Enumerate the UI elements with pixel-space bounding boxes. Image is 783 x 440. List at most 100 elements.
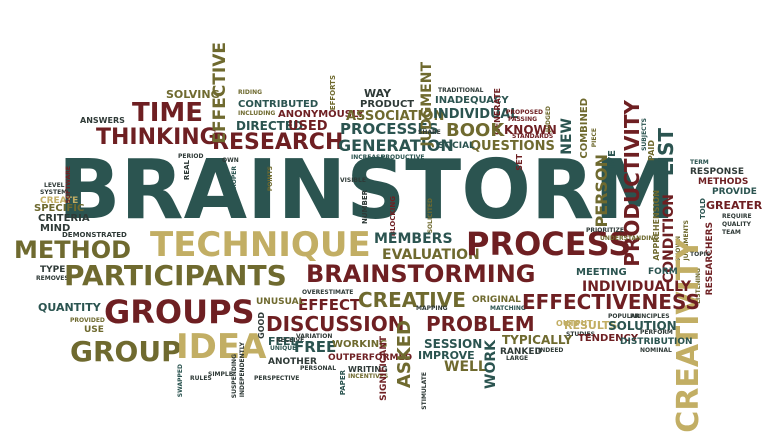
word-number: NUMBER bbox=[361, 190, 369, 225]
word-brainstorming: BRAINSTORMING bbox=[306, 260, 536, 288]
word-nominal: NOMINAL bbox=[640, 347, 672, 354]
word-collective: COLLECTIVE bbox=[607, 150, 618, 218]
word-working: WORKING bbox=[332, 339, 388, 350]
word-association: ASSOCIATION bbox=[346, 109, 445, 124]
word-original: ORIGINAL bbox=[472, 295, 521, 305]
word-rules: RULES bbox=[190, 375, 212, 382]
word-efforts: EFFORTS bbox=[329, 75, 337, 111]
word-swapped: SWAPPED bbox=[177, 364, 184, 398]
word-research: RESEARCH bbox=[212, 130, 344, 155]
word-receive: RECEIVE bbox=[276, 337, 305, 344]
word-writing: WRITING bbox=[348, 365, 388, 374]
word-generation: GENERATION bbox=[338, 136, 454, 155]
word-effective: EFFECTIVE bbox=[210, 42, 230, 144]
word-contributed: CONTRIBUTED bbox=[238, 99, 319, 110]
word-visible: VISIBLE bbox=[340, 177, 366, 184]
word-real: REAL bbox=[183, 160, 191, 181]
word-way: WAY bbox=[364, 87, 392, 100]
word-use: USE bbox=[84, 325, 104, 335]
word-participants: PARTICIPANTS bbox=[64, 259, 287, 292]
word-used: USED bbox=[288, 119, 328, 134]
word-creative: CREATIVE bbox=[358, 288, 466, 312]
word-improve: IMPROVE bbox=[418, 349, 475, 362]
word-solving: SOLVING bbox=[166, 88, 220, 101]
word-asked: ASKED bbox=[394, 320, 415, 389]
word-traditional: TRADITIONAL bbox=[438, 87, 484, 94]
word-effectiveness: EFFECTIVENESS bbox=[522, 290, 700, 314]
word-overestimate: OVERESTIMATE bbox=[302, 289, 354, 296]
word-processes: PROCESSES bbox=[340, 120, 439, 138]
word-period: PERIOD bbox=[178, 153, 204, 160]
word-points: POINTS bbox=[267, 166, 274, 192]
word-time: TIME bbox=[132, 98, 204, 128]
word-solicited: SOLICITED bbox=[427, 198, 434, 234]
word-evaluation: EVALUATION bbox=[382, 247, 480, 263]
word-criteria: CRITERIA bbox=[38, 213, 90, 224]
word-output: OUTPUT bbox=[556, 319, 593, 328]
word-outperformed: OUTPERFORMED bbox=[328, 353, 413, 363]
word-incentives: INCENTIVES bbox=[348, 373, 389, 380]
word-unusual: UNUSUAL bbox=[256, 297, 305, 307]
word-require: REQUIRE bbox=[722, 213, 752, 220]
word-directed: DIRECTED bbox=[236, 119, 304, 133]
word-create: CREATE bbox=[40, 196, 79, 206]
word-indeed: INDEED bbox=[538, 347, 564, 354]
word-personal: PERSONAL bbox=[300, 365, 337, 372]
word-idea: IDEA bbox=[176, 327, 267, 367]
word-significant: SIGNIFICANT bbox=[379, 336, 389, 401]
word-session: SESSION bbox=[424, 337, 483, 351]
word-well: WELL bbox=[444, 359, 487, 375]
word-questions: QUESTIONS bbox=[470, 139, 555, 154]
word-free: FREE bbox=[294, 338, 337, 356]
word-level: LEVEL bbox=[44, 182, 65, 189]
word-system: SYSTEM bbox=[40, 189, 68, 196]
word-creativity: CREATIVITY bbox=[671, 238, 706, 433]
word-provide: PROVIDE bbox=[712, 187, 757, 197]
word-process: PROCESS bbox=[466, 225, 632, 263]
word-ranked: RANKED bbox=[500, 347, 543, 357]
word-quality: QUALITY bbox=[722, 221, 751, 228]
word-suspending: SUSPENDING bbox=[231, 354, 238, 399]
word-unique: UNIQUE bbox=[270, 345, 297, 352]
word-share: SHARE bbox=[418, 129, 441, 136]
word-another: ANOTHER bbox=[268, 357, 317, 367]
word-perform: PERFORM bbox=[640, 329, 673, 336]
word-studies: STUDIES bbox=[566, 331, 595, 338]
word-mapping: MAPPING bbox=[416, 305, 448, 312]
word-own: OWN bbox=[222, 157, 239, 164]
word-matching: MATCHING bbox=[490, 305, 526, 312]
word-perspective: PERSPECTIVE bbox=[254, 375, 300, 382]
word-typically: TYPICALLY bbox=[502, 333, 573, 347]
word-anonymously: ANONYMOUSLY bbox=[278, 109, 365, 120]
word-inadequacy: INADEQUACY bbox=[435, 95, 509, 106]
word-prioritize: PRIORITIZE bbox=[586, 227, 624, 234]
word-demonstrated: DEMONSTRATED bbox=[62, 231, 127, 239]
word-members: MEMBERS bbox=[374, 231, 453, 247]
word-book: BOOK bbox=[446, 120, 505, 141]
word-popular: POPULAR bbox=[608, 313, 640, 320]
word-mind: MIND bbox=[40, 223, 71, 234]
word-understanding: UNDERSTANDING bbox=[600, 235, 659, 242]
word-form: FORM bbox=[648, 267, 678, 277]
word-discussion: DISCUSSION bbox=[266, 312, 405, 336]
word-methods: METHODS bbox=[698, 177, 749, 187]
word-topic: TOPIC bbox=[690, 251, 711, 258]
word-response: RESPONSE bbox=[690, 167, 744, 177]
word-thinking: THINKING bbox=[96, 125, 218, 150]
word-distribution: DISTRIBUTION bbox=[620, 337, 693, 347]
word-paid: PAID bbox=[647, 140, 656, 161]
word-independently: INDEPENDENTLY bbox=[239, 342, 246, 398]
word-judged: JUDGED bbox=[545, 106, 552, 133]
word-apprehension: APPREHENSION bbox=[652, 190, 661, 261]
word-including: INCLUDING bbox=[238, 110, 276, 117]
word-removes: REMOVES bbox=[36, 275, 69, 282]
word-type: TYPE bbox=[40, 265, 66, 275]
word-product: PRODUCT bbox=[360, 99, 415, 110]
word-variation: VARIATION bbox=[296, 333, 333, 340]
word-stimulate: STIMULATE bbox=[421, 372, 428, 410]
word-team: TEAM bbox=[722, 229, 741, 236]
word-provided: PROVIDED bbox=[70, 317, 105, 324]
word-known: KNOWN bbox=[504, 123, 557, 137]
word-new: NEW bbox=[559, 118, 575, 155]
word-greater: GREATER bbox=[706, 199, 763, 212]
